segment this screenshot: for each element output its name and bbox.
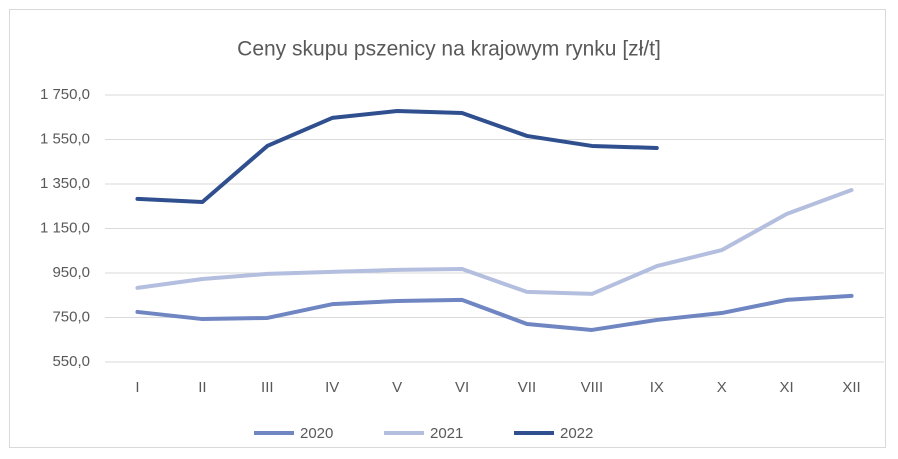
y-tick-label: 550,0 bbox=[52, 353, 90, 370]
x-tick-label: V bbox=[392, 379, 402, 396]
line-series bbox=[135, 188, 854, 296]
x-tick-label: IX bbox=[650, 379, 664, 396]
y-tick-label: 950,0 bbox=[52, 264, 90, 281]
y-tick-label: 1 550,0 bbox=[40, 130, 90, 147]
x-tick-label: III bbox=[261, 379, 274, 396]
line-series bbox=[135, 109, 659, 205]
legend-label: 2020 bbox=[300, 425, 333, 442]
y-tick-label: 1 150,0 bbox=[40, 219, 90, 236]
x-tick-label: II bbox=[198, 379, 206, 396]
x-tick-label: VII bbox=[518, 379, 536, 396]
x-tick-label: I bbox=[135, 379, 139, 396]
y-tick-label: 750,0 bbox=[52, 308, 90, 325]
x-tick-label: IV bbox=[325, 379, 339, 396]
x-tick-label: VI bbox=[455, 379, 469, 396]
x-tick-label: X bbox=[717, 379, 727, 396]
legend-label: 2022 bbox=[560, 425, 593, 442]
legend-label: 2021 bbox=[430, 425, 463, 442]
x-tick-label: VIII bbox=[581, 379, 604, 396]
x-tick-label: XII bbox=[842, 379, 860, 396]
chart-title: Ceny skupu pszenicy na krajowym rynku [z… bbox=[237, 38, 661, 61]
y-tick-label: 1 350,0 bbox=[40, 175, 90, 192]
y-tick-label: 1 750,0 bbox=[40, 86, 90, 103]
x-tick-label: XI bbox=[780, 379, 794, 396]
line-series bbox=[135, 293, 854, 332]
